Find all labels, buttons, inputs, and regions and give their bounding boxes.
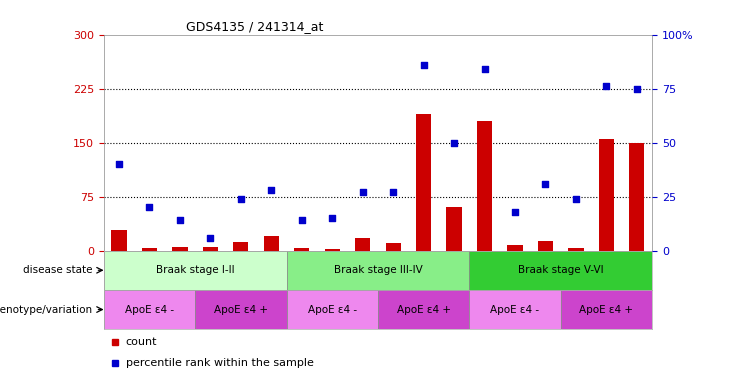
- Point: [205, 235, 216, 241]
- Point: [356, 189, 368, 195]
- Point: [174, 217, 186, 223]
- Point: [539, 180, 551, 187]
- Bar: [385, 243, 401, 251]
- Bar: [469, 251, 652, 290]
- Text: Braak stage I-II: Braak stage I-II: [156, 265, 234, 275]
- Point: [388, 189, 399, 195]
- Point: [235, 196, 247, 202]
- Bar: [173, 247, 187, 251]
- Bar: [233, 242, 248, 251]
- Bar: [195, 290, 287, 329]
- Bar: [538, 241, 553, 251]
- Bar: [446, 207, 462, 251]
- Bar: [142, 248, 157, 251]
- Point: [631, 86, 642, 92]
- Bar: [469, 290, 561, 329]
- Bar: [111, 230, 127, 251]
- Point: [600, 83, 612, 89]
- Point: [113, 161, 125, 167]
- Text: count: count: [126, 338, 157, 348]
- Point: [570, 196, 582, 202]
- Point: [296, 217, 308, 223]
- Bar: [416, 114, 431, 251]
- Text: GDS4135 / 241314_at: GDS4135 / 241314_at: [186, 20, 323, 33]
- Bar: [325, 249, 340, 251]
- Point: [509, 209, 521, 215]
- Bar: [203, 247, 218, 251]
- Text: disease state: disease state: [23, 265, 93, 275]
- Bar: [104, 251, 287, 290]
- Bar: [568, 248, 584, 251]
- Bar: [355, 238, 370, 251]
- Text: Braak stage V-VI: Braak stage V-VI: [518, 265, 603, 275]
- Bar: [378, 290, 469, 329]
- Point: [326, 215, 338, 221]
- Text: ApoE ε4 -: ApoE ε4 -: [491, 305, 539, 314]
- Bar: [287, 290, 378, 329]
- Text: Braak stage III-IV: Braak stage III-IV: [333, 265, 422, 275]
- Text: genotype/variation: genotype/variation: [0, 305, 93, 314]
- Bar: [599, 139, 614, 251]
- Point: [448, 139, 460, 146]
- Bar: [264, 236, 279, 251]
- Bar: [104, 290, 195, 329]
- Text: ApoE ε4 +: ApoE ε4 +: [579, 305, 634, 314]
- Point: [144, 204, 156, 210]
- Point: [418, 62, 430, 68]
- Text: ApoE ε4 +: ApoE ε4 +: [396, 305, 451, 314]
- Bar: [561, 290, 652, 329]
- Bar: [629, 142, 645, 251]
- Text: percentile rank within the sample: percentile rank within the sample: [126, 358, 313, 368]
- Bar: [508, 245, 522, 251]
- Bar: [294, 248, 310, 251]
- Bar: [477, 121, 492, 251]
- Text: ApoE ε4 +: ApoE ε4 +: [214, 305, 268, 314]
- Point: [479, 66, 491, 72]
- Bar: [287, 251, 469, 290]
- Text: ApoE ε4 -: ApoE ε4 -: [125, 305, 174, 314]
- Point: [265, 187, 277, 193]
- Text: ApoE ε4 -: ApoE ε4 -: [308, 305, 356, 314]
